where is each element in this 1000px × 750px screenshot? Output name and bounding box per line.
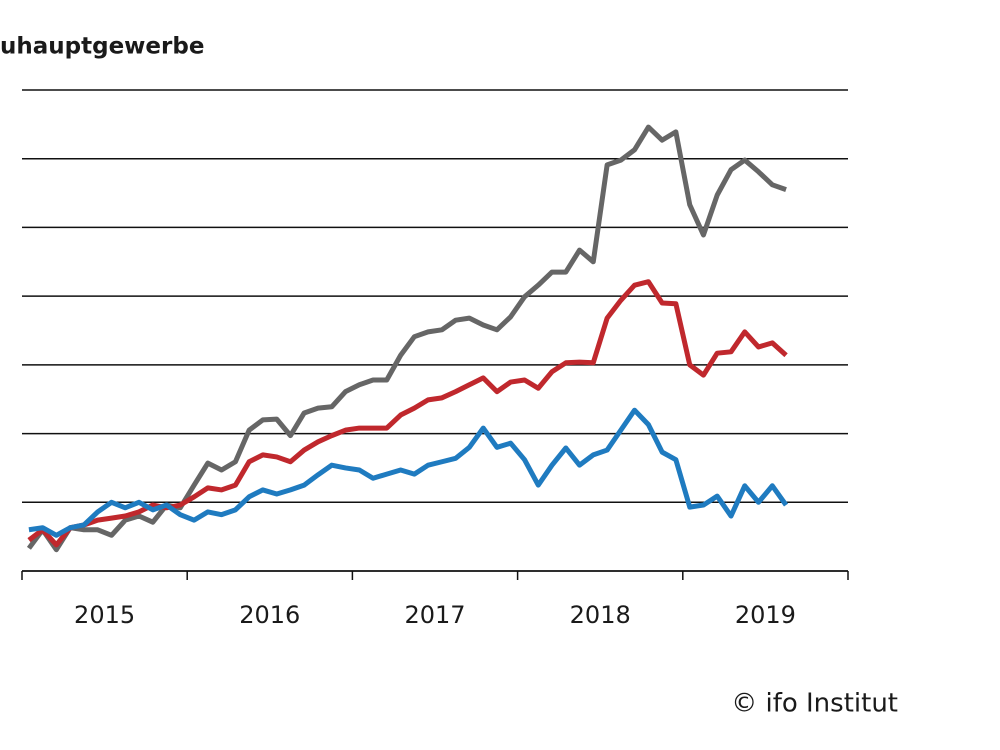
x-tick-label: 2017: [404, 601, 465, 629]
series-line: [28, 407, 789, 538]
x-tick-label: 2015: [74, 601, 135, 629]
series-line: [27, 279, 788, 548]
x-tick-label: 2018: [570, 601, 631, 629]
x-tick-label: 2019: [735, 601, 796, 629]
chart-title: uhauptgewerbe: [0, 34, 204, 60]
x-tick-label: 2016: [239, 601, 300, 629]
source: © ifo Institut: [731, 689, 898, 719]
series-line: [26, 124, 787, 553]
